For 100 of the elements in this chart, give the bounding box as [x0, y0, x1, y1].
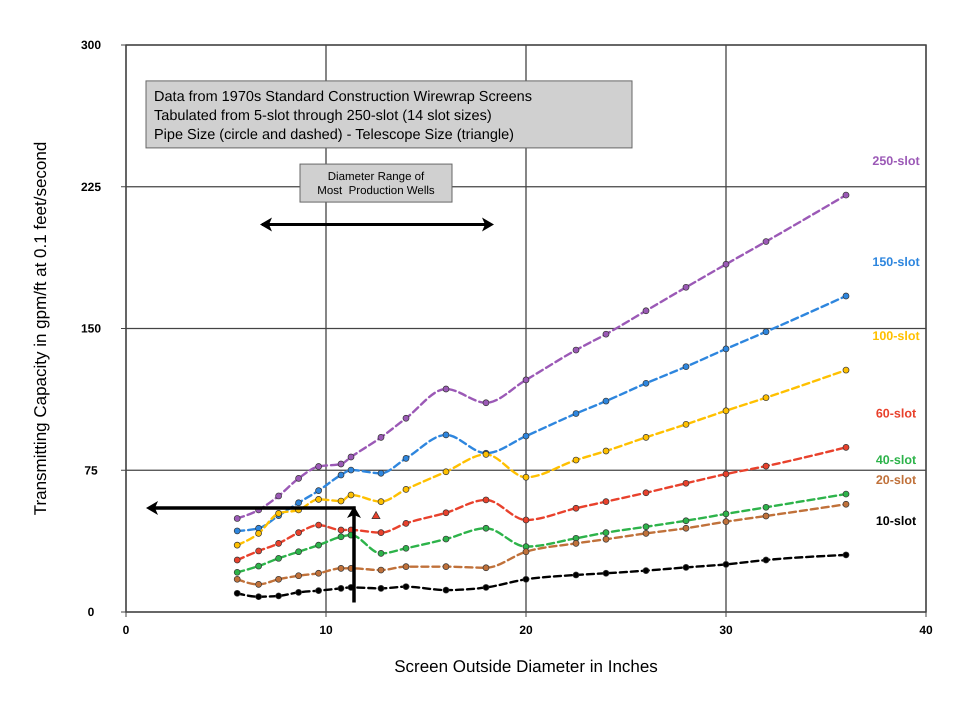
text: 40-slot	[876, 453, 917, 468]
point	[234, 590, 241, 597]
point	[842, 366, 850, 374]
point	[315, 587, 322, 594]
point	[234, 576, 241, 583]
point	[315, 496, 322, 503]
point	[338, 533, 344, 540]
point	[682, 564, 690, 571]
point	[572, 410, 580, 417]
point	[338, 526, 344, 534]
point	[842, 292, 850, 300]
point	[522, 376, 530, 384]
point	[482, 564, 490, 572]
point	[402, 544, 410, 552]
point	[234, 515, 241, 522]
point	[275, 554, 282, 562]
y-tick-label: 150	[80, 322, 102, 336]
point	[762, 504, 770, 511]
point	[842, 552, 850, 558]
x-tick-label: 40	[919, 623, 933, 637]
point	[682, 284, 690, 291]
point	[682, 524, 690, 532]
y-tick-label: 300	[80, 38, 102, 52]
point	[522, 474, 530, 481]
point	[762, 512, 770, 520]
point	[722, 561, 730, 568]
point	[602, 448, 610, 454]
y-tick-label: 0	[88, 605, 95, 619]
point	[842, 444, 850, 451]
point	[722, 346, 730, 352]
point	[378, 529, 384, 536]
x-tick-label: 0	[122, 623, 130, 637]
text-box: Data from 1970s Standard Construction Wirewrap Screens Tabulated from 5-slot through 250-slot (14 slot sizes) Pipe Size (circle and dashed) - Telescope Size (triangle)	[146, 80, 632, 148]
point	[682, 363, 690, 370]
point	[522, 548, 530, 556]
text: 60-slot	[876, 406, 917, 420]
point	[295, 588, 302, 596]
point	[378, 566, 384, 574]
point	[602, 570, 610, 577]
point	[402, 414, 410, 422]
point	[842, 490, 850, 498]
point	[602, 330, 610, 338]
point	[602, 536, 610, 543]
point	[602, 498, 610, 505]
point	[572, 456, 580, 464]
point	[275, 510, 282, 517]
text: 20-slot	[876, 473, 917, 488]
text: 100-slot	[872, 329, 920, 344]
x-axis-title: Screen Outside Diameter in Inches	[394, 657, 658, 676]
point	[442, 468, 450, 476]
annotation: Diameter Range of Most Production Wells	[317, 171, 435, 198]
point	[682, 480, 690, 487]
point	[234, 568, 241, 576]
point	[572, 504, 580, 512]
point	[315, 570, 322, 577]
point	[572, 346, 580, 354]
point	[315, 487, 322, 494]
point	[234, 556, 241, 564]
point	[315, 522, 322, 528]
point	[275, 492, 282, 500]
point	[348, 492, 354, 498]
point	[348, 466, 354, 474]
point	[722, 510, 730, 518]
text: 10-slot	[876, 514, 917, 528]
point	[442, 509, 450, 516]
point	[442, 536, 450, 542]
point	[642, 567, 650, 574]
point	[442, 563, 450, 570]
point	[378, 585, 384, 592]
point	[338, 460, 344, 468]
point	[722, 518, 730, 526]
point	[442, 586, 450, 594]
point	[255, 593, 262, 600]
point	[338, 564, 344, 572]
point	[295, 548, 302, 556]
point	[348, 454, 354, 460]
point	[315, 463, 322, 470]
point	[762, 462, 770, 470]
text: 250-slot	[872, 154, 920, 168]
x-tick-label: 30	[719, 623, 733, 637]
point	[378, 470, 384, 477]
point	[234, 542, 241, 548]
point	[642, 489, 650, 496]
point	[722, 260, 730, 268]
point	[482, 399, 490, 406]
point	[642, 530, 650, 537]
point	[402, 583, 410, 590]
point	[642, 307, 650, 314]
point	[642, 434, 650, 441]
x-tick-label: 20	[519, 623, 533, 637]
point	[522, 576, 530, 583]
point	[482, 496, 490, 504]
point	[255, 562, 262, 570]
point	[295, 572, 302, 580]
annotation: Data from 1970s Standard Construction Wirewrap Screens Tabulated from 5-slot through 250-slot (14 slot sizes) Pipe Size (circle and dashed) - Telescope Size (triangle)	[154, 88, 532, 143]
point	[482, 524, 490, 532]
text: 150-slot	[872, 254, 920, 269]
point	[842, 500, 850, 508]
point	[602, 398, 610, 404]
point	[402, 520, 410, 527]
